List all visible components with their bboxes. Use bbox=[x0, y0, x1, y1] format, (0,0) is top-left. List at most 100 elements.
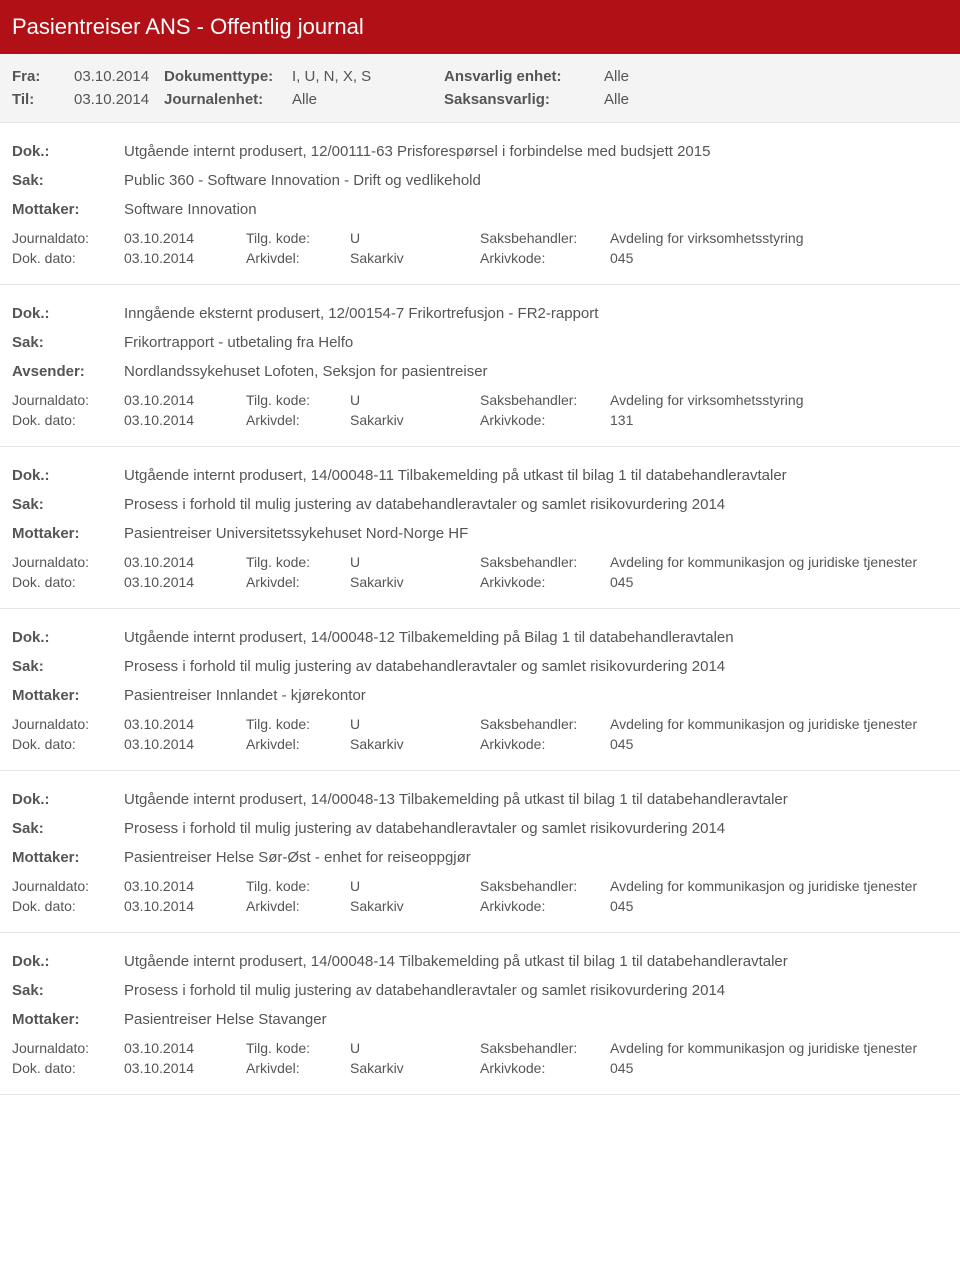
entry-arkivdel-value: Sakarkiv bbox=[350, 736, 480, 752]
entry-party-value: Software Innovation bbox=[124, 201, 948, 218]
filter-row-1: Fra: 03.10.2014 Dokumenttype: I, U, N, X… bbox=[12, 68, 948, 85]
entry-sak-label: Sak: bbox=[12, 658, 124, 675]
entry-sak-label: Sak: bbox=[12, 172, 124, 189]
entry-sak-value: Public 360 - Software Innovation - Drift… bbox=[124, 172, 948, 189]
entry-tilgkode-label: Tilg. kode: bbox=[246, 554, 350, 570]
entry-arkivdel-value: Sakarkiv bbox=[350, 250, 480, 266]
entry-sak-row: Sak: Prosess i forhold til mulig justeri… bbox=[12, 496, 948, 513]
entry-dokdato-label: Dok. dato: bbox=[12, 412, 124, 428]
entry-tilgkode-value: U bbox=[350, 230, 480, 246]
entry-saksbehandler-value: Avdeling for kommunikasjon og juridiske … bbox=[610, 716, 948, 732]
entry-dok-label: Dok.: bbox=[12, 143, 124, 160]
entry-saksbehandler-label: Saksbehandler: bbox=[480, 392, 610, 408]
entry-journaldato-label: Journaldato: bbox=[12, 716, 124, 732]
filter-journalenhet-label: Journalenhet: bbox=[164, 91, 292, 108]
entry-meta-row-2: Dok. dato: 03.10.2014 Arkivdel: Sakarkiv… bbox=[12, 1060, 948, 1076]
filter-saksansvarlig-value: Alle bbox=[604, 91, 948, 108]
page-title-text: Pasientreiser ANS - Offentlig journal bbox=[12, 14, 364, 39]
entry-dok-value: Inngående eksternt produsert, 12/00154-7… bbox=[124, 305, 948, 322]
entry-party-label: Avsender: bbox=[12, 363, 124, 380]
entry-saksbehandler-label: Saksbehandler: bbox=[480, 230, 610, 246]
entry-party-row: Avsender: Nordlandssykehuset Lofoten, Se… bbox=[12, 363, 948, 380]
entry-tilgkode-value: U bbox=[350, 1040, 480, 1056]
entry-tilgkode-label: Tilg. kode: bbox=[246, 392, 350, 408]
entry-arkivdel-value: Sakarkiv bbox=[350, 898, 480, 914]
entry-meta-row-1: Journaldato: 03.10.2014 Tilg. kode: U Sa… bbox=[12, 230, 948, 246]
entry-arkivkode-value: 131 bbox=[610, 412, 948, 428]
entry-saksbehandler-value: Avdeling for virksomhetsstyring bbox=[610, 230, 948, 246]
entry-arkivkode-label: Arkivkode: bbox=[480, 250, 610, 266]
entry-arkivdel-value: Sakarkiv bbox=[350, 574, 480, 590]
entry-sak-row: Sak: Prosess i forhold til mulig justeri… bbox=[12, 982, 948, 999]
entry-journaldato-value: 03.10.2014 bbox=[124, 554, 246, 570]
entry-tilgkode-label: Tilg. kode: bbox=[246, 230, 350, 246]
entries-container: Dok.: Utgående internt produsert, 12/001… bbox=[0, 123, 960, 1095]
entry-dok-label: Dok.: bbox=[12, 305, 124, 322]
entry-meta-row-1: Journaldato: 03.10.2014 Tilg. kode: U Sa… bbox=[12, 716, 948, 732]
filter-doktype-value: I, U, N, X, S bbox=[292, 68, 444, 85]
entry-saksbehandler-value: Avdeling for kommunikasjon og juridiske … bbox=[610, 554, 948, 570]
entry-tilgkode-value: U bbox=[350, 392, 480, 408]
entry-tilgkode-label: Tilg. kode: bbox=[246, 1040, 350, 1056]
entry-dokdato-label: Dok. dato: bbox=[12, 736, 124, 752]
entry-meta-row-2: Dok. dato: 03.10.2014 Arkivdel: Sakarkiv… bbox=[12, 898, 948, 914]
entry-dok-value: Utgående internt produsert, 12/00111-63 … bbox=[124, 143, 948, 160]
entry-journaldato-value: 03.10.2014 bbox=[124, 230, 246, 246]
entry-arkivkode-label: Arkivkode: bbox=[480, 898, 610, 914]
entry-sak-value: Prosess i forhold til mulig justering av… bbox=[124, 496, 948, 513]
entry-sak-row: Sak: Prosess i forhold til mulig justeri… bbox=[12, 658, 948, 675]
entry-arkivkode-value: 045 bbox=[610, 574, 948, 590]
entry-dokdato-value: 03.10.2014 bbox=[124, 1060, 246, 1076]
entry-sak-label: Sak: bbox=[12, 334, 124, 351]
entry-tilgkode-value: U bbox=[350, 878, 480, 894]
entry-dokdato-value: 03.10.2014 bbox=[124, 736, 246, 752]
entry-sak-row: Sak: Frikortrapport - utbetaling fra Hel… bbox=[12, 334, 948, 351]
entry-dokdato-label: Dok. dato: bbox=[12, 250, 124, 266]
entry-saksbehandler-label: Saksbehandler: bbox=[480, 716, 610, 732]
entry-dokdato-value: 03.10.2014 bbox=[124, 250, 246, 266]
entry-sak-row: Sak: Prosess i forhold til mulig justeri… bbox=[12, 820, 948, 837]
filter-doktype-label: Dokumenttype: bbox=[164, 68, 292, 85]
journal-entry: Dok.: Utgående internt produsert, 14/000… bbox=[0, 609, 960, 771]
entry-meta-row-1: Journaldato: 03.10.2014 Tilg. kode: U Sa… bbox=[12, 554, 948, 570]
entry-dok-value: Utgående internt produsert, 14/00048-11 … bbox=[124, 467, 948, 484]
entry-arkivdel-label: Arkivdel: bbox=[246, 574, 350, 590]
entry-sak-value: Frikortrapport - utbetaling fra Helfo bbox=[124, 334, 948, 351]
entry-dok-row: Dok.: Utgående internt produsert, 14/000… bbox=[12, 467, 948, 484]
entry-journaldato-value: 03.10.2014 bbox=[124, 878, 246, 894]
entry-meta-row-1: Journaldato: 03.10.2014 Tilg. kode: U Sa… bbox=[12, 1040, 948, 1056]
filter-bar: Fra: 03.10.2014 Dokumenttype: I, U, N, X… bbox=[0, 54, 960, 123]
entry-party-label: Mottaker: bbox=[12, 849, 124, 866]
filter-fra-value: 03.10.2014 bbox=[74, 68, 164, 85]
entry-meta-row-2: Dok. dato: 03.10.2014 Arkivdel: Sakarkiv… bbox=[12, 574, 948, 590]
entry-saksbehandler-label: Saksbehandler: bbox=[480, 878, 610, 894]
entry-meta-row-1: Journaldato: 03.10.2014 Tilg. kode: U Sa… bbox=[12, 392, 948, 408]
entry-saksbehandler-value: Avdeling for virksomhetsstyring bbox=[610, 392, 948, 408]
entry-party-value: Nordlandssykehuset Lofoten, Seksjon for … bbox=[124, 363, 948, 380]
entry-sak-value: Prosess i forhold til mulig justering av… bbox=[124, 658, 948, 675]
entry-sak-value: Prosess i forhold til mulig justering av… bbox=[124, 982, 948, 999]
entry-arkivkode-label: Arkivkode: bbox=[480, 412, 610, 428]
journal-entry: Dok.: Inngående eksternt produsert, 12/0… bbox=[0, 285, 960, 447]
filter-ansvarlig-value: Alle bbox=[604, 68, 948, 85]
entry-arkivkode-value: 045 bbox=[610, 1060, 948, 1076]
entry-journaldato-label: Journaldato: bbox=[12, 878, 124, 894]
entry-sak-row: Sak: Public 360 - Software Innovation - … bbox=[12, 172, 948, 189]
entry-dok-row: Dok.: Utgående internt produsert, 14/000… bbox=[12, 791, 948, 808]
entry-dok-value: Utgående internt produsert, 14/00048-12 … bbox=[124, 629, 948, 646]
entry-saksbehandler-value: Avdeling for kommunikasjon og juridiske … bbox=[610, 878, 948, 894]
entry-dok-row: Dok.: Utgående internt produsert, 12/001… bbox=[12, 143, 948, 160]
entry-party-value: Pasientreiser Universitetssykehuset Nord… bbox=[124, 525, 948, 542]
journal-entry: Dok.: Utgående internt produsert, 14/000… bbox=[0, 771, 960, 933]
filter-ansvarlig-label: Ansvarlig enhet: bbox=[444, 68, 604, 85]
entry-party-row: Mottaker: Pasientreiser Universitetssyke… bbox=[12, 525, 948, 542]
entry-dok-value: Utgående internt produsert, 14/00048-13 … bbox=[124, 791, 948, 808]
entry-dokdato-label: Dok. dato: bbox=[12, 898, 124, 914]
entry-arkivdel-label: Arkivdel: bbox=[246, 412, 350, 428]
entry-tilgkode-value: U bbox=[350, 716, 480, 732]
entry-party-label: Mottaker: bbox=[12, 201, 124, 218]
entry-tilgkode-label: Tilg. kode: bbox=[246, 878, 350, 894]
entry-journaldato-label: Journaldato: bbox=[12, 1040, 124, 1056]
entry-party-label: Mottaker: bbox=[12, 687, 124, 704]
entry-arkivdel-label: Arkivdel: bbox=[246, 898, 350, 914]
